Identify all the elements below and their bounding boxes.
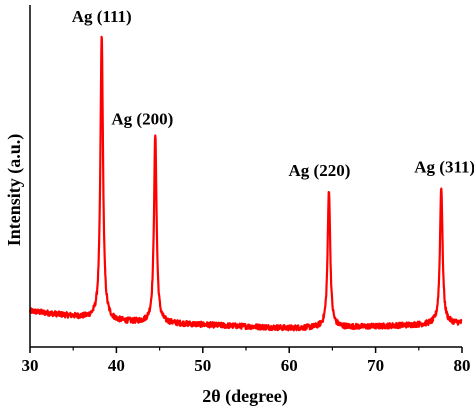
x-tick-label: 40 [108, 356, 125, 375]
xrd-series-line [28, 35, 463, 332]
plot-area [28, 35, 463, 332]
x-tick-label: 50 [194, 356, 211, 375]
peak-annotations: Ag (111) Ag (200) Ag (220) Ag (311) [72, 7, 474, 180]
x-tick-label: 30 [22, 356, 39, 375]
x-tick-label: 60 [281, 356, 298, 375]
x-tick-label: 80 [454, 356, 471, 375]
peak-label: Ag (111) [72, 7, 132, 26]
peak-label: Ag (200) [111, 110, 173, 129]
axes [29, 5, 462, 348]
x-ticks: 30 40 50 60 70 80 [22, 347, 471, 375]
peak-label: Ag (311) [414, 158, 474, 177]
peak-label: Ag (220) [289, 161, 351, 180]
x-axis-title: 2θ (degree) [202, 386, 288, 407]
x-tick-label: 70 [367, 356, 384, 375]
y-axis-title: Intensity (a.u.) [4, 134, 25, 247]
